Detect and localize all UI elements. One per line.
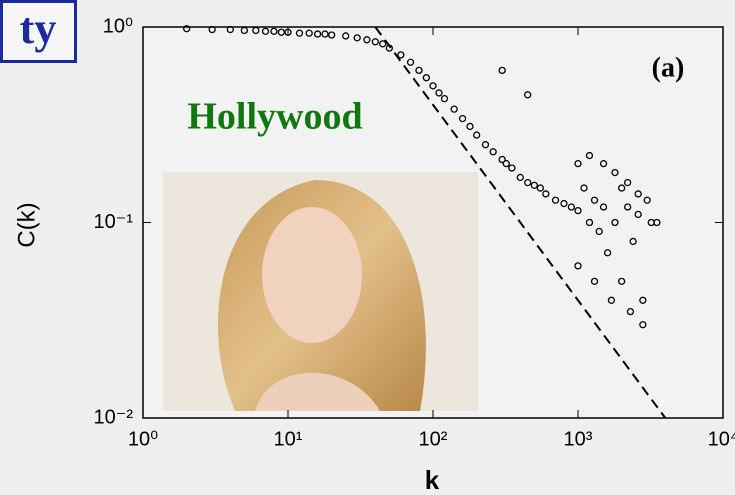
x-tick-label: 10²: [419, 428, 448, 450]
photo-shoulders: [255, 372, 380, 411]
point: [252, 26, 260, 35]
point: [611, 218, 619, 227]
point: [415, 66, 423, 75]
point: [643, 196, 651, 204]
point: [208, 25, 216, 34]
point: [560, 199, 568, 208]
point: [429, 82, 437, 90]
point: [489, 148, 497, 156]
point: [580, 184, 588, 192]
point: [617, 184, 626, 192]
point: [574, 206, 582, 215]
point: [590, 277, 599, 286]
point: [567, 203, 576, 211]
point: [422, 74, 431, 82]
point: [516, 173, 524, 182]
panel-label: (a): [652, 52, 685, 83]
point: [270, 27, 278, 36]
title-box: [0, 0, 77, 63]
x-axis-label: k: [425, 465, 440, 495]
point: [226, 25, 234, 34]
point: [629, 237, 637, 246]
point: [508, 164, 516, 172]
reference-line: [374, 26, 667, 419]
point: [472, 131, 481, 139]
point: [607, 296, 616, 304]
y-axis-label: C(k): [13, 202, 40, 247]
x-tick-label: 10³: [564, 428, 593, 450]
point: [585, 151, 594, 160]
point: [536, 184, 545, 192]
point: [542, 190, 550, 198]
point: [435, 89, 443, 97]
point: [634, 190, 642, 198]
point: [595, 227, 603, 236]
point: [466, 122, 474, 131]
y-tick-label: 10⁻²: [94, 406, 134, 428]
point: [313, 30, 322, 38]
photo-face: [262, 207, 362, 343]
x-tick-label: 10⁰: [128, 428, 158, 450]
point: [353, 34, 361, 42]
point: [617, 277, 626, 286]
point: [379, 40, 387, 48]
point: [261, 27, 270, 36]
photo: [163, 172, 478, 411]
point: [498, 66, 506, 75]
point: [653, 218, 661, 227]
point: [327, 31, 336, 39]
point: [574, 262, 582, 270]
point: [295, 29, 304, 37]
point: [371, 38, 379, 46]
point: [240, 26, 249, 35]
point: [363, 36, 371, 44]
point: [574, 159, 582, 168]
point: [530, 181, 539, 189]
point: [599, 203, 608, 211]
point: [524, 178, 532, 187]
point: [639, 296, 647, 304]
point: [524, 91, 532, 99]
point: [450, 105, 458, 113]
point: [611, 168, 619, 177]
point: [498, 155, 506, 164]
y-tick-label: 10⁻¹: [94, 211, 134, 233]
corner-label: ty: [20, 4, 57, 53]
point: [342, 32, 350, 40]
point: [502, 159, 510, 168]
point: [551, 196, 560, 204]
point: [624, 178, 632, 187]
point: [284, 28, 292, 36]
point: [458, 114, 467, 123]
point: [585, 218, 594, 227]
x-tick-label: 10¹: [274, 428, 303, 450]
point: [406, 58, 415, 66]
point: [440, 95, 449, 103]
point: [321, 30, 329, 38]
point: [182, 25, 191, 33]
point: [385, 44, 394, 52]
point: [634, 210, 642, 219]
point: [603, 249, 612, 257]
annotation: Hollywood: [187, 96, 362, 138]
point: [590, 196, 599, 204]
point: [624, 203, 632, 211]
x-tick-label: 10⁴: [708, 428, 735, 450]
point: [626, 307, 635, 316]
y-tick-label: 10⁰: [103, 15, 133, 37]
point: [305, 29, 313, 37]
point: [639, 321, 647, 329]
point: [481, 141, 490, 149]
point: [599, 159, 608, 168]
point: [397, 51, 405, 59]
